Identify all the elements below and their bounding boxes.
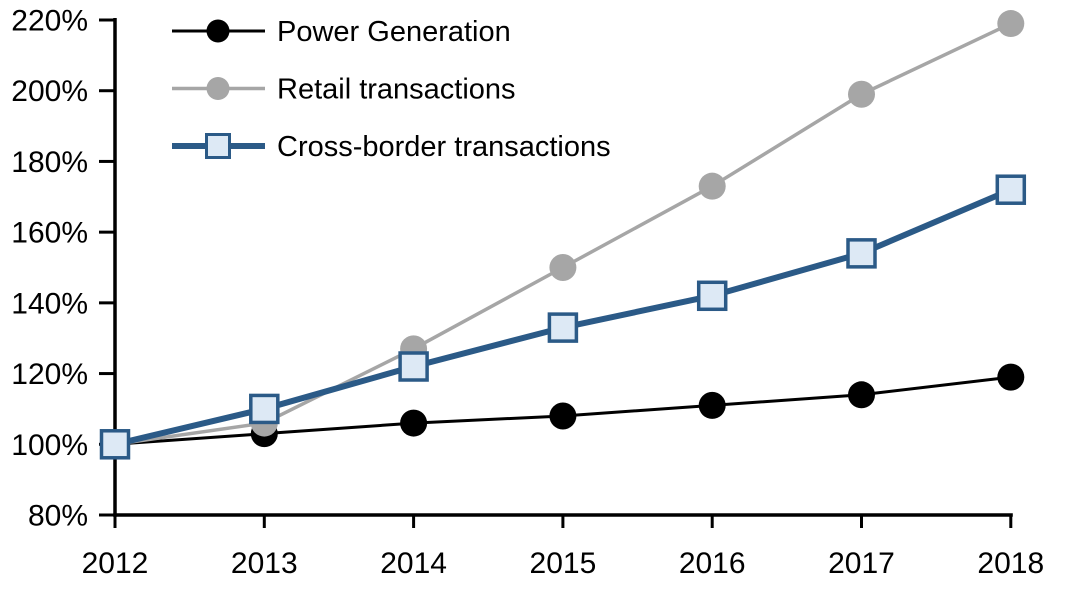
y-tick-label: 180% xyxy=(11,146,88,179)
series-line-retail-transactions xyxy=(114,21,1012,447)
legend-label-retail-transactions: Retail transactions xyxy=(277,74,516,106)
series-marker-retail-transactions xyxy=(997,10,1025,38)
series-marker-retail-transactions xyxy=(698,172,726,200)
series-marker-cross-border-transactions xyxy=(547,312,579,343)
legend-marker-retail-transactions xyxy=(206,77,230,100)
series-marker-retail-transactions xyxy=(848,80,875,108)
legend-label-power-generation: Power Generation xyxy=(277,16,511,48)
series-marker-cross-border-transactions xyxy=(99,429,131,460)
x-tick-label: 2014 xyxy=(380,547,447,580)
series-marker-power-generation xyxy=(997,363,1025,391)
y-tick-label: 80% xyxy=(28,500,88,533)
series-marker-power-generation xyxy=(848,381,875,409)
series-marker-cross-border-transactions xyxy=(995,174,1027,205)
series-marker-cross-border-transactions xyxy=(249,393,280,425)
legend-marker-power-generation xyxy=(206,19,230,43)
y-tick-label: 120% xyxy=(11,358,88,391)
y-tick-label: 100% xyxy=(11,429,88,462)
x-tick-label: 2018 xyxy=(977,547,1044,580)
series-marker-cross-border-transactions xyxy=(398,351,429,382)
x-tick-label: 2015 xyxy=(530,547,597,580)
x-tick-label: 2016 xyxy=(679,547,746,580)
series-marker-power-generation xyxy=(698,391,726,419)
y-tick-label: 220% xyxy=(11,5,88,38)
series-marker-cross-border-transactions xyxy=(696,280,728,312)
legend-marker-cross-border-transactions xyxy=(205,133,231,159)
series-marker-power-generation xyxy=(400,409,428,437)
y-tick-label: 160% xyxy=(11,217,88,250)
series-marker-retail-transactions xyxy=(549,254,577,281)
y-tick-label: 140% xyxy=(11,287,88,320)
series-marker-power-generation xyxy=(549,402,577,430)
y-tick-label: 200% xyxy=(11,75,88,108)
legend-label-cross-border-transactions: Cross-border transactions xyxy=(277,131,611,163)
x-tick-label: 2013 xyxy=(231,547,298,580)
series-marker-cross-border-transactions xyxy=(846,238,877,269)
x-tick-label: 2017 xyxy=(828,547,895,580)
x-tick-label: 2012 xyxy=(82,547,149,580)
